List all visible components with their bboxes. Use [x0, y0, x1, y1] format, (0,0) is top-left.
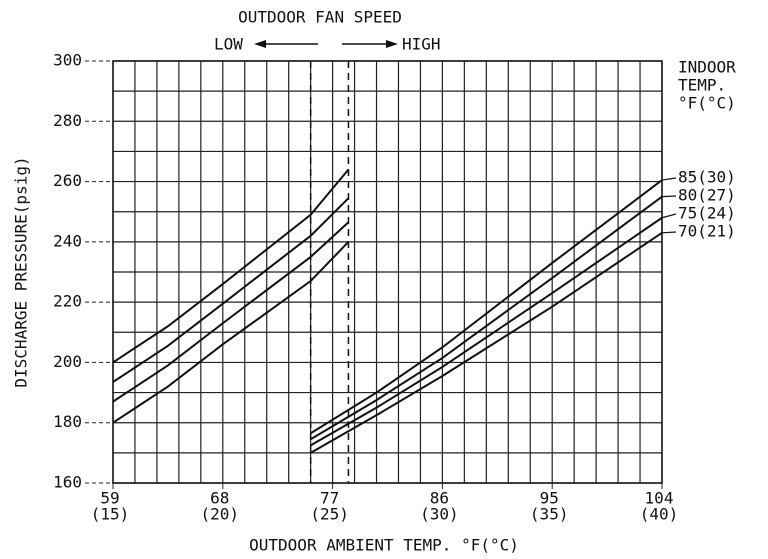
legend-label: 80(27) [678, 186, 736, 205]
x-tick-label: 68 [210, 489, 229, 508]
y-tick-label: 260 [53, 171, 82, 190]
legend-title: °F(°C) [678, 94, 736, 113]
line-series [112, 231, 663, 454]
fan-low-label: LOW [214, 35, 243, 54]
fan-high-label: HIGH [402, 35, 441, 54]
y-tick-label: 300 [53, 51, 82, 70]
x-tick-sublabel: (30) [420, 505, 459, 524]
x-tick-sublabel: (40) [640, 505, 679, 524]
legend-leader [661, 195, 677, 198]
fan-arrows [254, 40, 398, 48]
y-tick-label: 240 [53, 231, 82, 250]
legend-leader [661, 177, 677, 181]
x-tick-label: 77 [320, 489, 339, 508]
x-tick-label: 86 [430, 489, 449, 508]
y-tick-label: 200 [53, 352, 82, 371]
y-tick-label: 280 [53, 111, 82, 130]
legend-label: 85(30) [678, 168, 736, 187]
x-tick-sublabel: (35) [530, 505, 569, 524]
x-tick-label: 59 [100, 489, 119, 508]
chart-title: OUTDOOR FAN SPEED [238, 8, 402, 27]
legend-label: 75(24) [678, 204, 736, 223]
y-axis-label: DISCHARGE PRESSURE(psig) [12, 156, 31, 387]
legend-title: INDOOR [678, 58, 736, 77]
legend-leader [661, 231, 677, 234]
line-series [112, 216, 663, 447]
x-axis-label: OUTDOOR AMBIENT TEMP. °F(°C) [249, 536, 519, 555]
legend-label: 70(21) [678, 222, 736, 241]
x-tick-label: 95 [540, 489, 559, 508]
line-series [112, 195, 663, 441]
line-series [112, 168, 663, 435]
x-tick-sublabel: (25) [310, 505, 349, 524]
x-tick-sublabel: (20) [201, 505, 240, 524]
plot-frame [112, 60, 663, 484]
y-tick-label: 160 [53, 473, 82, 492]
legend-leader [661, 213, 677, 219]
y-tick-label: 180 [53, 412, 82, 431]
x-tick-label: 104 [645, 489, 674, 508]
x-tick-sublabel: (15) [91, 505, 130, 524]
legend-title: TEMP. [678, 76, 726, 95]
y-tick-label: 220 [53, 292, 82, 311]
